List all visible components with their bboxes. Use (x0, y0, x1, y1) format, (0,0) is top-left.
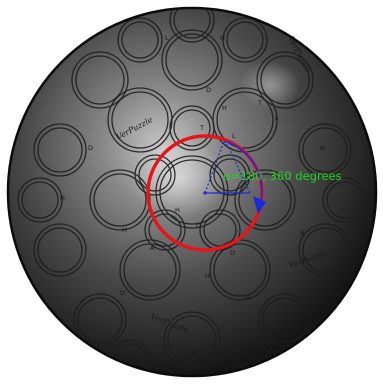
piece-letter: T (199, 124, 204, 132)
piece-letter: H (205, 272, 210, 280)
puzzle-circle-outline (302, 227, 348, 273)
puzzle-circle-outline (75, 55, 125, 105)
puzzle-circle-outline (298, 123, 352, 177)
puzzle-circle-outline (256, 51, 314, 109)
puzzle-circle-outline (138, 158, 172, 192)
puzzle-circle-outline (258, 293, 312, 347)
puzzle-circle-outline (119, 239, 181, 301)
puzzle-circle-outline (121, 21, 159, 59)
puzzle-circle-pattern (17, 8, 368, 376)
puzzle-circle-outline (302, 127, 348, 173)
rotation-angle-text: =180, 360 degrees (230, 169, 342, 183)
puzzle-circle-outline (209, 154, 251, 196)
piece-letter: D (196, 222, 201, 230)
piece-letter: A (300, 229, 305, 237)
puzzle-circle-outline (21, 181, 59, 219)
puzzle-circle-outline (226, 21, 264, 59)
puzzle-circle-outline (159, 159, 225, 225)
puzzle-circle-outline (238, 173, 292, 227)
piece-letters: D H T L H D H A D H T L H D H A D H T L H (60, 34, 325, 357)
piece-letter: D (230, 249, 235, 257)
puzzle-circle-outline (262, 297, 308, 343)
puzzle-circle-outline (144, 209, 186, 251)
puzzle-circle-outline (173, 109, 211, 147)
rotation-arrow-icon (253, 196, 266, 214)
puzzle-circle-outline (167, 315, 217, 365)
sphere-highlight (130, 138, 226, 218)
puzzle-circle-outline (213, 158, 247, 192)
puzzle-circle-outline (33, 123, 87, 177)
sphere-rim (6, 6, 378, 378)
puzzle-circle-outline (163, 311, 221, 369)
piece-letter: H (320, 144, 325, 152)
puzzle-circle-outline (260, 55, 310, 105)
rotation-indicator[interactable] (146, 134, 266, 252)
puzzle-circle-outline (148, 213, 182, 247)
piece-letter: D (120, 289, 125, 297)
puzzle-circle-outline (161, 29, 223, 91)
puzzle-circle-outline (169, 8, 215, 43)
piece-letter: H (175, 206, 180, 214)
rotation-angle-label: α=180, 360 degrees (223, 169, 342, 183)
puzzle-circle-outline (93, 173, 147, 227)
puzzle-circle-outline (17, 177, 63, 223)
piece-letter: D (206, 86, 211, 94)
piece-letter: H (122, 226, 127, 234)
puzzle-circle-outline (169, 105, 215, 151)
puzzle-circle-outline (37, 127, 83, 173)
piece-letter: A (150, 244, 155, 252)
puzzle-circle-outline (37, 227, 83, 273)
piece-letter: L (232, 132, 236, 140)
puzzle-circle-outline (33, 223, 87, 277)
puzzle-circle-outline (203, 213, 237, 247)
puzzle-circle-outline (77, 297, 123, 343)
puzzle-circle-outline (234, 169, 296, 231)
piece-letter: D (88, 144, 93, 152)
puzzle-circle-outline (213, 243, 267, 297)
puzzle-circle-outline (71, 51, 129, 109)
rotation-center-dot (203, 191, 207, 195)
puzzle-circle-outline (326, 181, 364, 219)
piece-letter: T (257, 99, 262, 107)
piece-letter: L (165, 34, 169, 42)
puzzle-circle-outline (222, 17, 268, 63)
puzzle-circle-outline (322, 177, 368, 223)
puzzle-circle-outline (134, 154, 176, 196)
sphere-highlight-2 (240, 61, 300, 109)
piece-letter: T (191, 349, 196, 357)
puzzle-circle-outline (216, 91, 274, 149)
piece-letter: L (275, 114, 279, 122)
alpha-symbol: α (223, 169, 231, 183)
puzzle-circle-outline (199, 209, 241, 251)
puzzle-circle-outline (173, 8, 211, 39)
puzzle-circle-outline (155, 155, 229, 229)
puzzle-circle-outline (73, 293, 127, 347)
puzzle-circle-outline (111, 91, 169, 149)
piece-letter: H (220, 34, 225, 42)
rotation-radius-dotted (204, 140, 225, 194)
piece-letter: H (222, 104, 227, 112)
piece-letter: H (60, 194, 65, 202)
puzzle-circle-outline (165, 33, 219, 87)
puzzle-circle-outline (117, 17, 163, 63)
puzzle-circle-outline (298, 223, 352, 277)
rotation-arc (223, 140, 263, 209)
piece-letter: H (245, 294, 250, 302)
